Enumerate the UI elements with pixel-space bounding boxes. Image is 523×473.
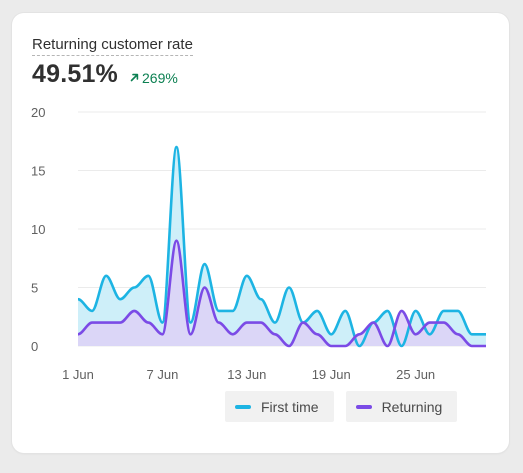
- x-tick-25-jun: 25 Jun: [396, 367, 435, 382]
- x-tick-1-jun: 1 Jun: [62, 367, 94, 382]
- metric-summary: 49.51% 269%: [32, 60, 178, 89]
- metric-change: 269%: [130, 70, 178, 86]
- metric-value: 49.51%: [32, 60, 118, 88]
- y-tick-10: 10: [31, 222, 45, 237]
- x-tick-13-jun: 13 Jun: [227, 367, 266, 382]
- series-line-returning: [77, 239, 486, 348]
- metric-change-value: 269%: [142, 69, 178, 86]
- y-tick-15: 15: [31, 164, 45, 179]
- area-returning: [78, 240, 486, 346]
- x-tick-19-jun: 19 Jun: [312, 367, 351, 382]
- series-line-first-time: [77, 145, 486, 348]
- legend-label-first-time: First time: [261, 398, 319, 415]
- arrow-up-right-icon: [130, 73, 139, 82]
- y-tick-0: 0: [31, 339, 38, 354]
- legend-swatch-first-time: [235, 404, 251, 409]
- legend-swatch-returning: [355, 404, 372, 409]
- x-tick-7-jun: 7 Jun: [147, 367, 179, 382]
- y-tick-20: 20: [31, 105, 45, 120]
- y-tick-5: 5: [31, 281, 38, 296]
- legend-item-returning[interactable]: Returning: [345, 391, 458, 422]
- returning-customer-rate-card: Returning customer rate 49.51% 269%: [12, 13, 509, 453]
- legend-label-returning: Returning: [381, 398, 443, 415]
- card-title[interactable]: Returning customer rate: [32, 36, 193, 56]
- legend-item-first-time[interactable]: First time: [225, 391, 334, 422]
- chart-legend: First time Returning: [225, 391, 458, 422]
